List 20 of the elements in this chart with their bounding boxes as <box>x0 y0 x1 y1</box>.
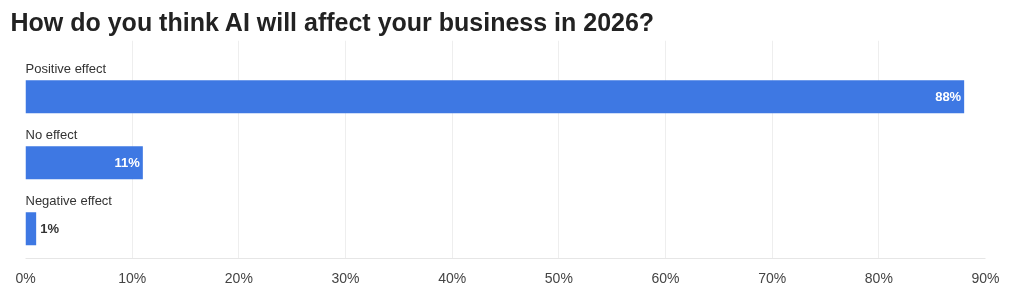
y-tick-label: Negative effect <box>25 192 113 208</box>
y-tick-label: Positive effect <box>25 60 107 76</box>
data-label: 88% <box>935 89 962 105</box>
y-tick-label: No effect <box>25 126 78 142</box>
x-tick-label: 20% <box>224 269 253 286</box>
x-tick-label: 90% <box>971 269 1000 286</box>
x-tick-label: 30% <box>331 269 360 286</box>
x-tick-label: 40% <box>438 269 467 286</box>
bar <box>25 146 143 180</box>
x-tick-label: 0% <box>15 269 36 286</box>
x-tick-label: 70% <box>758 269 787 286</box>
data-label: 1% <box>40 221 60 237</box>
x-tick-label: 80% <box>864 269 893 286</box>
x-tick-label: 10% <box>118 269 147 286</box>
data-label: 11% <box>114 155 141 171</box>
chart-title: How do you think AI will affect your business in 2026? <box>10 7 655 36</box>
bar <box>25 80 965 114</box>
bar <box>25 212 37 246</box>
x-tick-label: 50% <box>544 269 573 286</box>
x-tick-label: 60% <box>651 269 680 286</box>
